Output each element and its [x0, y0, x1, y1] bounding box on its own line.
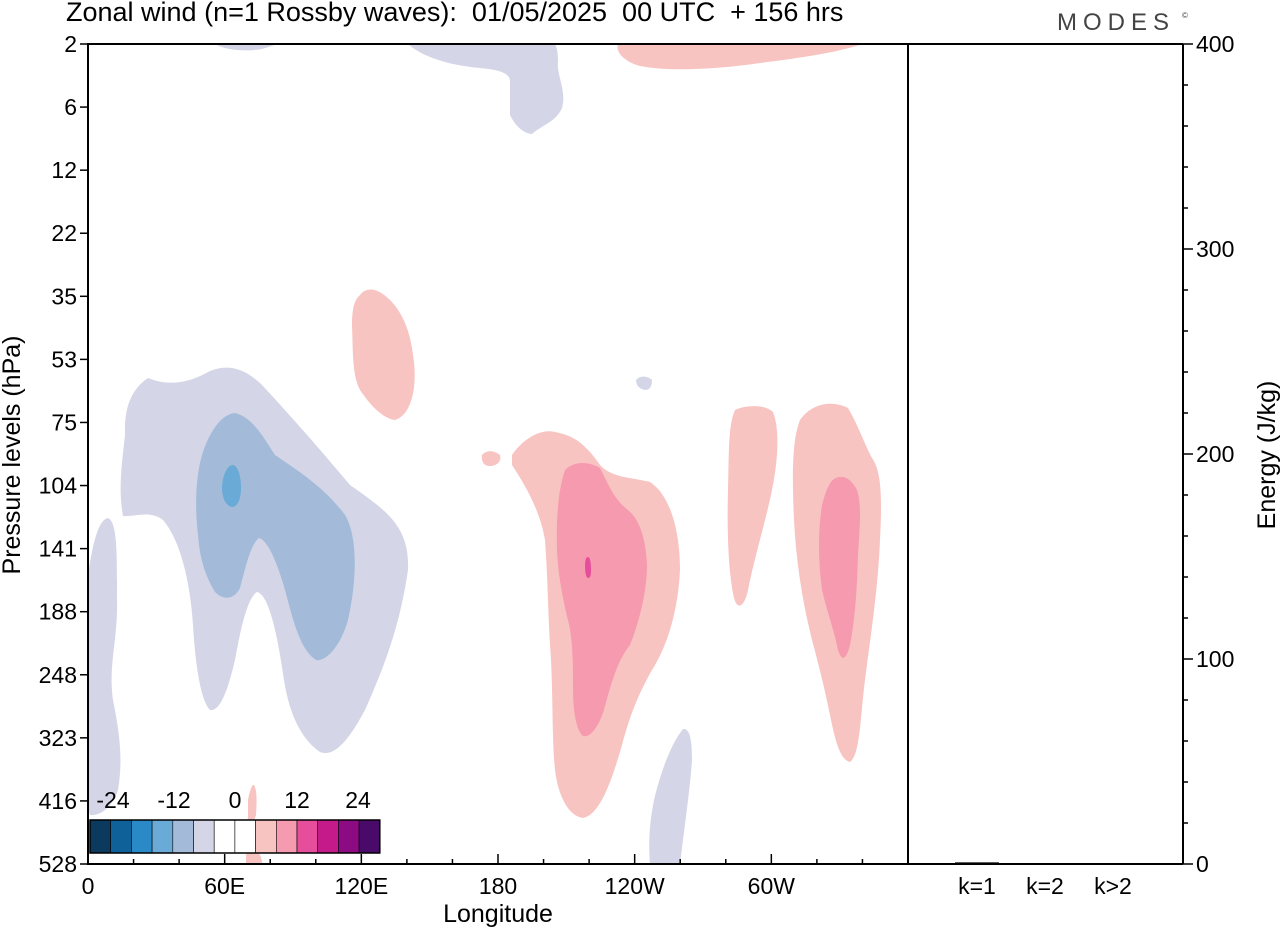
y-tick-label: 53	[51, 346, 77, 372]
colorbar-swatch	[110, 819, 132, 854]
x-tick-label: 120W	[605, 873, 665, 899]
contour-fills-positive	[246, 44, 882, 865]
colorbar-frame	[89, 819, 381, 854]
colorbar-label: 12	[284, 787, 310, 813]
longitude-axis: 0 60E 120E 180 120W 60W	[82, 854, 909, 899]
contour-negative-level1-bottom-center	[649, 728, 692, 865]
energy-bar-k=1	[955, 862, 999, 864]
energy-tick-label: 200	[1196, 441, 1234, 467]
energy-tick-label: 100	[1196, 646, 1234, 672]
contour-positive-level1-top-right	[617, 44, 862, 70]
y-tick-label: 528	[39, 851, 77, 877]
colorbar-swatch	[89, 819, 112, 854]
contour-negative-level1-left-large	[120, 367, 409, 754]
chart-title: Zonal wind (n=1 Rossby waves): 01/05/202…	[66, 0, 844, 27]
contour-positive-level2-right	[819, 476, 860, 658]
energy-axis: 0 100 200 300 400	[1183, 31, 1234, 877]
contour-positive-level3-core	[585, 557, 591, 578]
energy-bar-k>2	[1091, 863, 1135, 865]
energy-tick-label: 0	[1196, 851, 1209, 877]
x-tick-label: 0	[82, 873, 95, 899]
contour-positive-level1-mid-blob	[352, 289, 415, 420]
y-axis-title: Pressure levels (hPa)	[0, 336, 26, 575]
y-tick-label: 75	[51, 409, 77, 435]
energy-tick-label: 400	[1196, 31, 1234, 57]
y-tick-label: 35	[51, 283, 77, 309]
y-tick-label: 141	[39, 536, 77, 562]
y-tick-label: 104	[39, 473, 78, 499]
colorbar-swatch	[317, 819, 339, 854]
colorbar-swatch	[172, 819, 194, 854]
colorbar-swatch	[296, 819, 319, 854]
contour-positive-level1-right-narrow	[727, 406, 778, 606]
energy-category-label: k>2	[1094, 873, 1132, 899]
colorbar-label: -12	[157, 787, 190, 813]
contour-negative-level1-top-left	[215, 44, 278, 51]
x-tick-label: 60W	[748, 873, 796, 899]
contour-negative-level1-top-center	[408, 44, 564, 134]
colorbar-label: -24	[96, 787, 129, 813]
y-tick-label: 6	[64, 94, 77, 120]
colorbar-label: 0	[229, 787, 242, 813]
energy-category-label: k=1	[958, 873, 996, 899]
energy-bar-k=2	[1023, 863, 1067, 865]
x-tick-label: 180	[479, 873, 517, 899]
pressure-axis: 2 6 12 22 35 53 75 104 141 188 248 323 416 528	[39, 31, 88, 877]
contour-positive-level2-center	[556, 463, 647, 737]
colorbar-swatch	[358, 819, 381, 854]
y-tick-label: 416	[39, 788, 77, 814]
colorbar-swatch	[193, 819, 215, 854]
brand-copyright-mark: ©	[1182, 11, 1188, 20]
y-tick-label: 12	[51, 157, 77, 183]
y-tick-label: 2	[64, 31, 77, 57]
colorbar-swatch	[338, 819, 360, 854]
colorbar-label: 24	[345, 787, 371, 813]
y-tick-label: 22	[51, 220, 77, 246]
colorbar-swatch	[131, 819, 153, 854]
colorbar-swatch	[234, 819, 256, 854]
x-tick-label: 60E	[204, 873, 245, 899]
contour-negative-level1-small-blob	[636, 376, 652, 390]
energy-bars: k=1 k=2 k>2	[955, 862, 1135, 899]
x-tick-label: 120E	[334, 873, 388, 899]
x-axis-title: Longitude	[443, 900, 553, 928]
energy-category-label: k=2	[1026, 873, 1064, 899]
contour-fills	[88, 44, 692, 865]
contour-negative-level3-core	[222, 465, 241, 507]
colorbar-swatch	[275, 819, 298, 854]
energy-tick-label: 300	[1196, 236, 1234, 262]
energy-axis-title: Energy (J/kg)	[1253, 381, 1280, 530]
y-tick-label: 188	[39, 599, 77, 625]
colorbar-swatch	[151, 819, 174, 854]
colorbar-swatch	[255, 819, 277, 854]
colorbar-swatch	[213, 819, 236, 854]
contour-negative-level1-left-edge	[88, 518, 121, 816]
y-tick-label: 248	[39, 662, 77, 688]
y-tick-label: 323	[39, 725, 77, 751]
colorbar-legend: -24 -12 0 12 24	[89, 787, 381, 854]
contour-positive-level1-small	[481, 451, 501, 466]
brand-logo: MODES	[1057, 9, 1176, 36]
